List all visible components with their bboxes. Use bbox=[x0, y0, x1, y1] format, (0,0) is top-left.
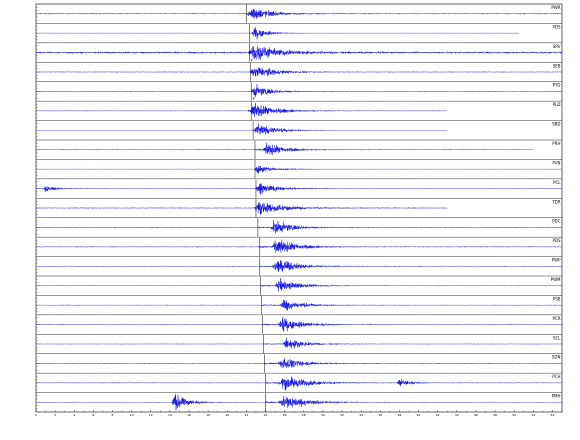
x-tick-label: 28 bbox=[302, 413, 306, 417]
waveform-trace-pdc bbox=[35, 220, 563, 234]
waveform-trace-pyd bbox=[35, 83, 563, 98]
waveform-trace-pch bbox=[35, 376, 563, 391]
station-label: PDS bbox=[552, 238, 560, 243]
x-tick-label: 52 bbox=[531, 413, 535, 417]
station-label: PVN bbox=[552, 160, 560, 165]
station-label: PCH bbox=[552, 374, 560, 379]
station-label: SDN bbox=[552, 355, 561, 360]
station-label: PWR bbox=[551, 5, 560, 10]
station-label: PSB bbox=[553, 296, 561, 301]
x-tick-label: 14 bbox=[168, 413, 172, 417]
pick-label: P bbox=[251, 58, 253, 62]
x-tick-label: 0 bbox=[35, 413, 37, 417]
waveform-trace-pwm bbox=[35, 278, 563, 292]
waveform-trace-scl bbox=[35, 337, 563, 349]
x-tick-label: 30 bbox=[321, 413, 325, 417]
waveform-trace-prh bbox=[35, 142, 534, 155]
x-tick-label: 16 bbox=[187, 413, 191, 417]
x-axis: 0 2 4 6 8 10 12 14 16 18 20 22 24 26 28 30 32 34 36 38 40 42 4… bbox=[35, 410, 563, 417]
x-tick-label: 46 bbox=[474, 413, 478, 417]
waveform-trace-sdn bbox=[35, 357, 563, 369]
station-label: PRH bbox=[552, 141, 560, 146]
station-label: PYD bbox=[553, 83, 561, 88]
x-tick-label: 42 bbox=[436, 413, 440, 417]
station-label: TDR bbox=[551, 199, 561, 204]
x-tick-label: 32 bbox=[340, 413, 344, 417]
waveform-trace-pds bbox=[35, 27, 520, 40]
station-label: SBD bbox=[552, 122, 560, 127]
x-tick-label: 20 bbox=[225, 413, 229, 417]
waveform-trace-psb bbox=[35, 299, 563, 311]
waveform-trace-sbd bbox=[35, 123, 448, 135]
x-tick-label: 44 bbox=[455, 413, 459, 417]
station-label: PCR bbox=[553, 316, 561, 321]
waveform-trace-pvn bbox=[35, 165, 563, 174]
x-tick-label: 12 bbox=[149, 413, 153, 417]
station-label: SRV bbox=[553, 44, 561, 49]
waveform-trace-pcl bbox=[35, 183, 563, 195]
x-tick-label: 10 bbox=[130, 413, 134, 417]
station-label: PCL bbox=[553, 180, 561, 185]
x-tick-label: 40 bbox=[417, 413, 421, 417]
waveform-trace-pmh bbox=[35, 393, 563, 411]
x-tick-label: 24 bbox=[264, 413, 268, 417]
x-tick-label: 22 bbox=[244, 413, 248, 417]
station-label: SEB bbox=[553, 63, 561, 68]
x-tick-label: 2 bbox=[54, 413, 56, 417]
station-label: PMH bbox=[552, 394, 561, 399]
x-tick-label: 48 bbox=[493, 413, 497, 417]
waveform-trace-pwp bbox=[35, 259, 563, 273]
waveform-trace-pcr bbox=[35, 316, 563, 332]
waveform-trace-pwr bbox=[35, 8, 563, 19]
x-tick-label: 34 bbox=[359, 413, 363, 417]
x-tick-label: 26 bbox=[283, 413, 287, 417]
station-label: PWP bbox=[552, 258, 561, 263]
x-tick-label: 4 bbox=[73, 413, 75, 417]
x-tick-label: 8 bbox=[112, 413, 114, 417]
trace-group: PWR PDS P SRV SEB P PYD PLD SBD PRH PVN PCL TDR PDC PD… bbox=[35, 4, 563, 412]
waveform-trace-tdr bbox=[35, 202, 448, 215]
waveform-trace-srv bbox=[35, 46, 563, 60]
station-label: PWM bbox=[551, 277, 561, 282]
x-tick-label: 6 bbox=[92, 413, 94, 417]
x-tick-label: 54 bbox=[551, 413, 555, 417]
station-label: PDC bbox=[552, 219, 560, 224]
waveform-trace-pds bbox=[35, 239, 563, 254]
x-tick-label: 38 bbox=[398, 413, 402, 417]
x-tick-label: 18 bbox=[206, 413, 210, 417]
waveform-trace-seb bbox=[35, 67, 563, 77]
station-label: PLD bbox=[553, 102, 561, 107]
station-label: SCL bbox=[553, 335, 561, 340]
x-tick-label: 36 bbox=[378, 413, 382, 417]
waveform-trace-pld bbox=[35, 102, 448, 118]
pick-label: P bbox=[253, 97, 255, 101]
station-label: PDS bbox=[552, 24, 560, 29]
x-tick-label: 50 bbox=[512, 413, 516, 417]
plot-frame bbox=[35, 3, 563, 413]
